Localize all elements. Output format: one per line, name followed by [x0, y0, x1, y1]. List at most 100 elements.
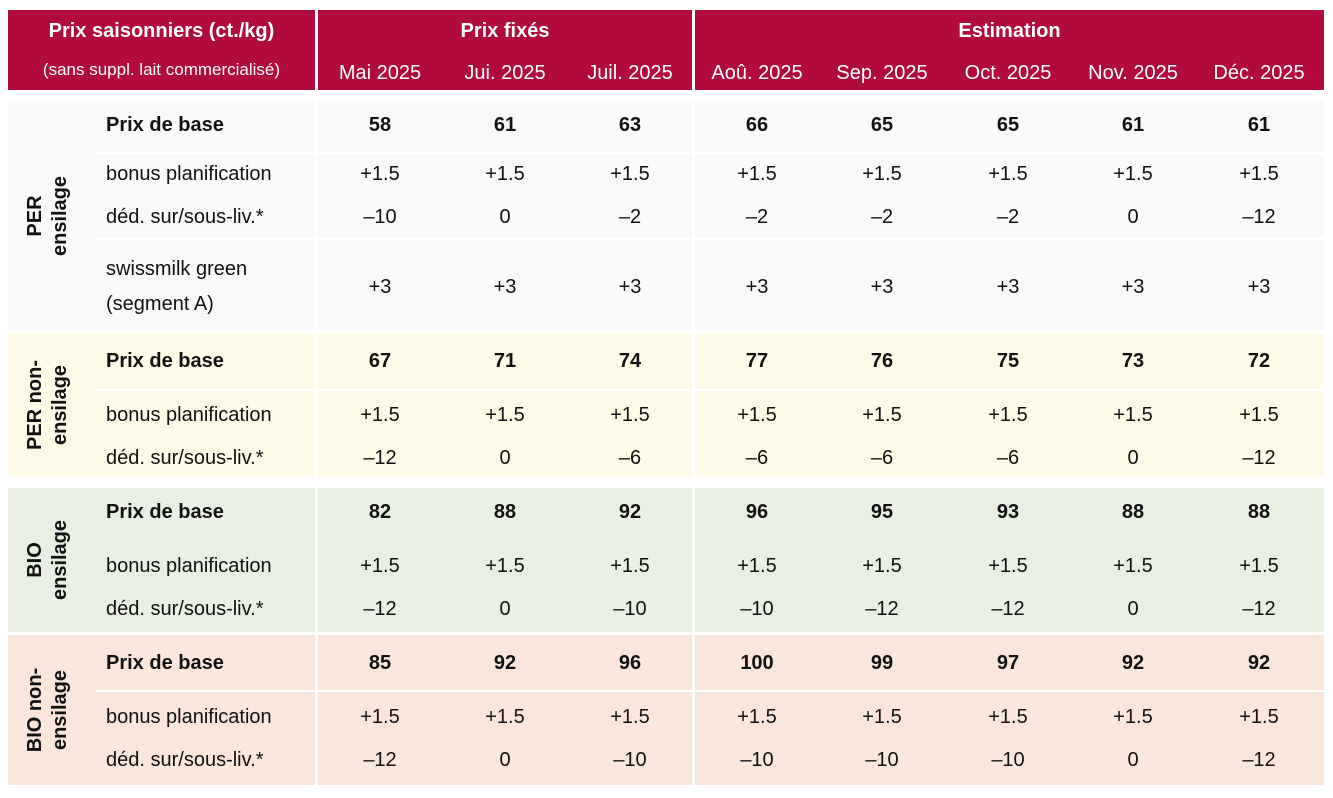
- price-cell: 0: [499, 749, 511, 771]
- price-cell: +1.5: [1113, 404, 1153, 426]
- row-label: Prix de base: [106, 114, 224, 136]
- section-bio-ensilage: [8, 488, 1324, 632]
- section-per-ensilage: [8, 101, 1324, 330]
- price-cell: +1.5: [737, 404, 777, 426]
- price-cell: +1.5: [610, 706, 650, 728]
- price-cell: –2: [618, 206, 642, 228]
- price-cell: +1.5: [988, 706, 1028, 728]
- price-cell: +3: [493, 275, 517, 298]
- price-cell: +1.5: [610, 555, 650, 577]
- price-cell: 88: [493, 501, 517, 523]
- price-cell: 0: [1127, 598, 1139, 620]
- row-label: bonus planification: [106, 163, 272, 185]
- price-cell: +1.5: [862, 706, 902, 728]
- price-cell: –12: [363, 749, 397, 771]
- price-cell: 0: [1127, 206, 1139, 228]
- price-cell: +1.5: [485, 555, 525, 577]
- group-label-fixed: Prix fixés: [460, 20, 550, 42]
- price-cell: –6: [745, 447, 769, 469]
- price-cell: 72: [1247, 350, 1271, 372]
- price-cell: –10: [740, 749, 774, 771]
- price-cell: –6: [870, 447, 894, 469]
- price-cell: 92: [1121, 652, 1145, 674]
- price-cell: 0: [499, 206, 511, 228]
- section-label: BIO non-ensilage: [23, 668, 73, 752]
- price-cell: 96: [618, 652, 642, 674]
- price-cell: 73: [1121, 350, 1145, 372]
- price-cell: +1.5: [485, 706, 525, 728]
- price-cell: +3: [1247, 275, 1271, 298]
- price-cell: +1.5: [1113, 555, 1153, 577]
- price-cell: –2: [996, 206, 1020, 228]
- price-cell: +1.5: [360, 404, 400, 426]
- price-cell: 0: [499, 598, 511, 620]
- row-separator: [96, 389, 1324, 391]
- header-fixed-prices: Prix fixés: [318, 10, 692, 90]
- section-label-line2: ensilage: [49, 364, 71, 446]
- column-separator: [692, 101, 695, 330]
- price-cell: –10: [991, 749, 1025, 771]
- section-label: PER ensilage: [23, 175, 73, 255]
- price-cell: +1.5: [862, 555, 902, 577]
- row-label: déd. sur/sous-liv.*: [106, 206, 264, 228]
- price-cell: 75: [996, 350, 1020, 372]
- group-label-estimate: Estimation: [958, 20, 1061, 42]
- price-cell: +1.5: [988, 555, 1028, 577]
- column-separator: [692, 488, 695, 632]
- price-cell: 65: [996, 114, 1020, 136]
- row-label: déd. sur/sous-liv.*: [106, 749, 264, 771]
- price-cell: –2: [745, 206, 769, 228]
- price-cell: +1.5: [1239, 163, 1279, 185]
- month-header: Aoû. 2025: [711, 62, 803, 84]
- price-cell: +1.5: [1113, 163, 1153, 185]
- price-cell: +3: [618, 275, 642, 298]
- section-label-line1: BIO non-: [24, 667, 46, 753]
- price-cell: 95: [870, 501, 894, 523]
- row-label: Prix de base: [106, 501, 224, 523]
- section-label-line1: PER non-: [24, 360, 46, 450]
- section-label: BIO ensilage: [23, 520, 73, 600]
- column-separator: [315, 101, 318, 330]
- price-cell: 100: [740, 652, 774, 674]
- row-label: bonus planification: [106, 555, 272, 577]
- price-cell: –12: [991, 598, 1025, 620]
- header-title-cell: Prix saisonniers (ct./kg) (sans suppl. l…: [8, 10, 315, 90]
- row-label: Prix de base: [106, 652, 224, 674]
- month-header: Juil. 2025: [587, 62, 673, 84]
- price-cell: –6: [618, 447, 642, 469]
- row-label: bonus planification: [106, 706, 272, 728]
- price-cell: 92: [493, 652, 517, 674]
- price-cell: +3: [745, 275, 769, 298]
- price-cell: 61: [493, 114, 517, 136]
- column-separator: [315, 488, 318, 632]
- price-cell: 96: [745, 501, 769, 523]
- price-cell: 65: [870, 114, 894, 136]
- price-cell: +1.5: [485, 163, 525, 185]
- price-cell: –12: [1242, 447, 1276, 469]
- price-cell: +1.5: [988, 404, 1028, 426]
- column-separator: [692, 333, 695, 477]
- price-cell: 88: [1121, 501, 1145, 523]
- header-estimation: Estimation: [695, 10, 1324, 90]
- price-cell: –10: [613, 749, 647, 771]
- price-cell: –10: [613, 598, 647, 620]
- price-cell: 82: [368, 501, 392, 523]
- section-bio-non-ensilage: [8, 635, 1324, 785]
- price-cell: +1.5: [1239, 404, 1279, 426]
- month-header: Nov. 2025: [1088, 62, 1178, 84]
- section-label-line2: ensilage: [49, 669, 71, 751]
- row-label: Prix de base: [106, 350, 224, 372]
- price-cell: 77: [745, 350, 769, 372]
- price-cell: 92: [1247, 652, 1271, 674]
- price-cell: –6: [996, 447, 1020, 469]
- price-cell: 0: [1127, 749, 1139, 771]
- price-cell: 61: [1121, 114, 1145, 136]
- price-cell: 92: [618, 501, 642, 523]
- price-cell: +1.5: [862, 163, 902, 185]
- price-cell: –12: [363, 598, 397, 620]
- price-cell: +1.5: [610, 163, 650, 185]
- price-cell: +3: [870, 275, 894, 298]
- column-separator: [315, 333, 318, 477]
- price-cell: 76: [870, 350, 894, 372]
- price-cell: –10: [740, 598, 774, 620]
